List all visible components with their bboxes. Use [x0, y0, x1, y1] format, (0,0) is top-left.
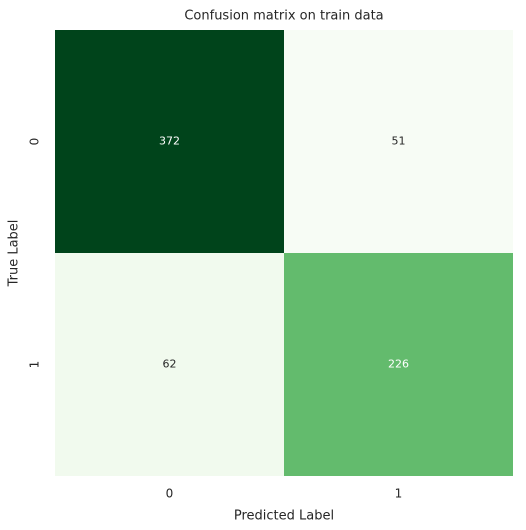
- x-tick-label: 1: [395, 487, 403, 501]
- cell-label: 51: [392, 135, 406, 148]
- y-tick-label: 0: [28, 138, 42, 146]
- chart-title: Confusion matrix on train data: [184, 9, 383, 24]
- y-tick-label: 1: [28, 361, 42, 369]
- heatmap-cell: [55, 30, 284, 253]
- heatmap-cell: [284, 30, 513, 253]
- heatmap-cell: [55, 253, 284, 476]
- cell-label: 62: [163, 358, 177, 371]
- heatmap-cell: [284, 253, 513, 476]
- x-tick-label: 0: [166, 487, 174, 501]
- cell-label: 372: [159, 135, 180, 148]
- cell-label: 226: [388, 358, 409, 371]
- x-axis-label: Predicted Label: [234, 509, 334, 524]
- y-axis-label: True Label: [7, 220, 22, 288]
